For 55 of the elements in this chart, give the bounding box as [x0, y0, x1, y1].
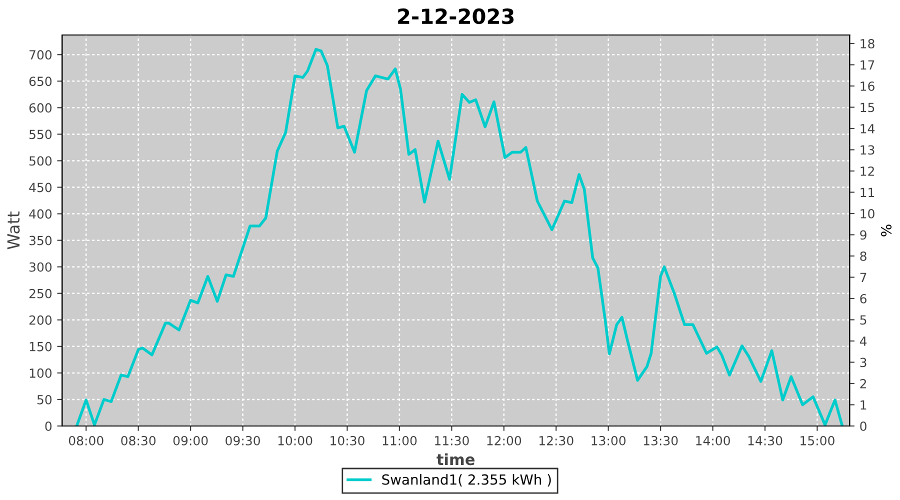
x-tick-label: 12:00: [487, 436, 522, 446]
y-tick-label: 350: [29, 236, 52, 246]
y-tick-label: 250: [29, 288, 52, 298]
x-tick-label: 10:30: [330, 436, 364, 446]
y-tick-label: 400: [29, 209, 52, 219]
y2-axis-title: %: [881, 224, 892, 236]
y2-tick-label: 10: [860, 208, 874, 218]
y2-tick-label: 12: [860, 166, 874, 176]
y-tick-label: 50: [37, 394, 52, 404]
y2-tick-label: 13: [860, 145, 874, 155]
y-tick-label: 600: [29, 103, 52, 113]
x-tick-label: 11:00: [382, 436, 417, 446]
y2-tick-label: 15: [860, 102, 874, 112]
y-tick-label: 300: [29, 262, 52, 272]
y2-tick-label: 18: [860, 38, 874, 48]
x-tick-label: 13:30: [644, 436, 678, 446]
y-tick-label: 200: [29, 315, 52, 325]
x-axis-title: time: [436, 453, 475, 466]
y-tick-label: 500: [29, 156, 52, 166]
y-tick-label: 700: [30, 50, 52, 60]
y-tick-label: 0: [45, 421, 52, 431]
y2-tick-label: 14: [860, 124, 875, 134]
y-tick-label: 100: [30, 368, 52, 378]
y2-tick-label: 3: [860, 358, 866, 368]
y-tick-label: 650: [29, 76, 52, 86]
x-tick-label: 09:00: [173, 436, 208, 446]
y2-tick-label: 11: [860, 188, 874, 197]
x-tick-label: 10:00: [278, 436, 312, 446]
x-tick-label: 14:30: [748, 436, 782, 446]
x-tick-label: 12:30: [539, 436, 574, 446]
x-tick-label: 08:30: [121, 436, 156, 446]
x-tick-label: 15:00: [800, 436, 834, 446]
y2-tick-label: 8: [860, 251, 866, 261]
x-tick-label: 11:30: [435, 436, 469, 446]
y-axis-title: Watt: [7, 212, 20, 250]
y-tick-label: 150: [30, 342, 52, 352]
y2-tick-label: 1: [860, 400, 866, 410]
legend-label: Swanland1( 2.355 kWh ): [382, 474, 551, 486]
y2-tick-label: 2: [860, 378, 866, 388]
y2-tick-label: 9: [860, 230, 866, 240]
x-tick-label: 08:00: [68, 436, 104, 446]
y2-tick-label: 6: [860, 294, 866, 304]
x-tick-label: 14:00: [696, 436, 730, 446]
y2-tick-label: 7: [860, 272, 866, 282]
y2-tick-label: 0: [860, 421, 866, 431]
y-tick-label: 550: [29, 130, 52, 140]
y2-tick-label: 17: [860, 60, 874, 70]
y2-tick-label: 5: [860, 315, 866, 325]
x-tick-label: 13:00: [592, 436, 626, 446]
y2-tick-label: 4: [860, 336, 867, 346]
chart-title: 2-12-2023: [398, 8, 514, 24]
x-tick-label: 09:30: [226, 436, 260, 446]
y-tick-label: 450: [29, 182, 52, 192]
y2-tick-label: 16: [860, 81, 874, 91]
line-series: [75, 48, 844, 426]
